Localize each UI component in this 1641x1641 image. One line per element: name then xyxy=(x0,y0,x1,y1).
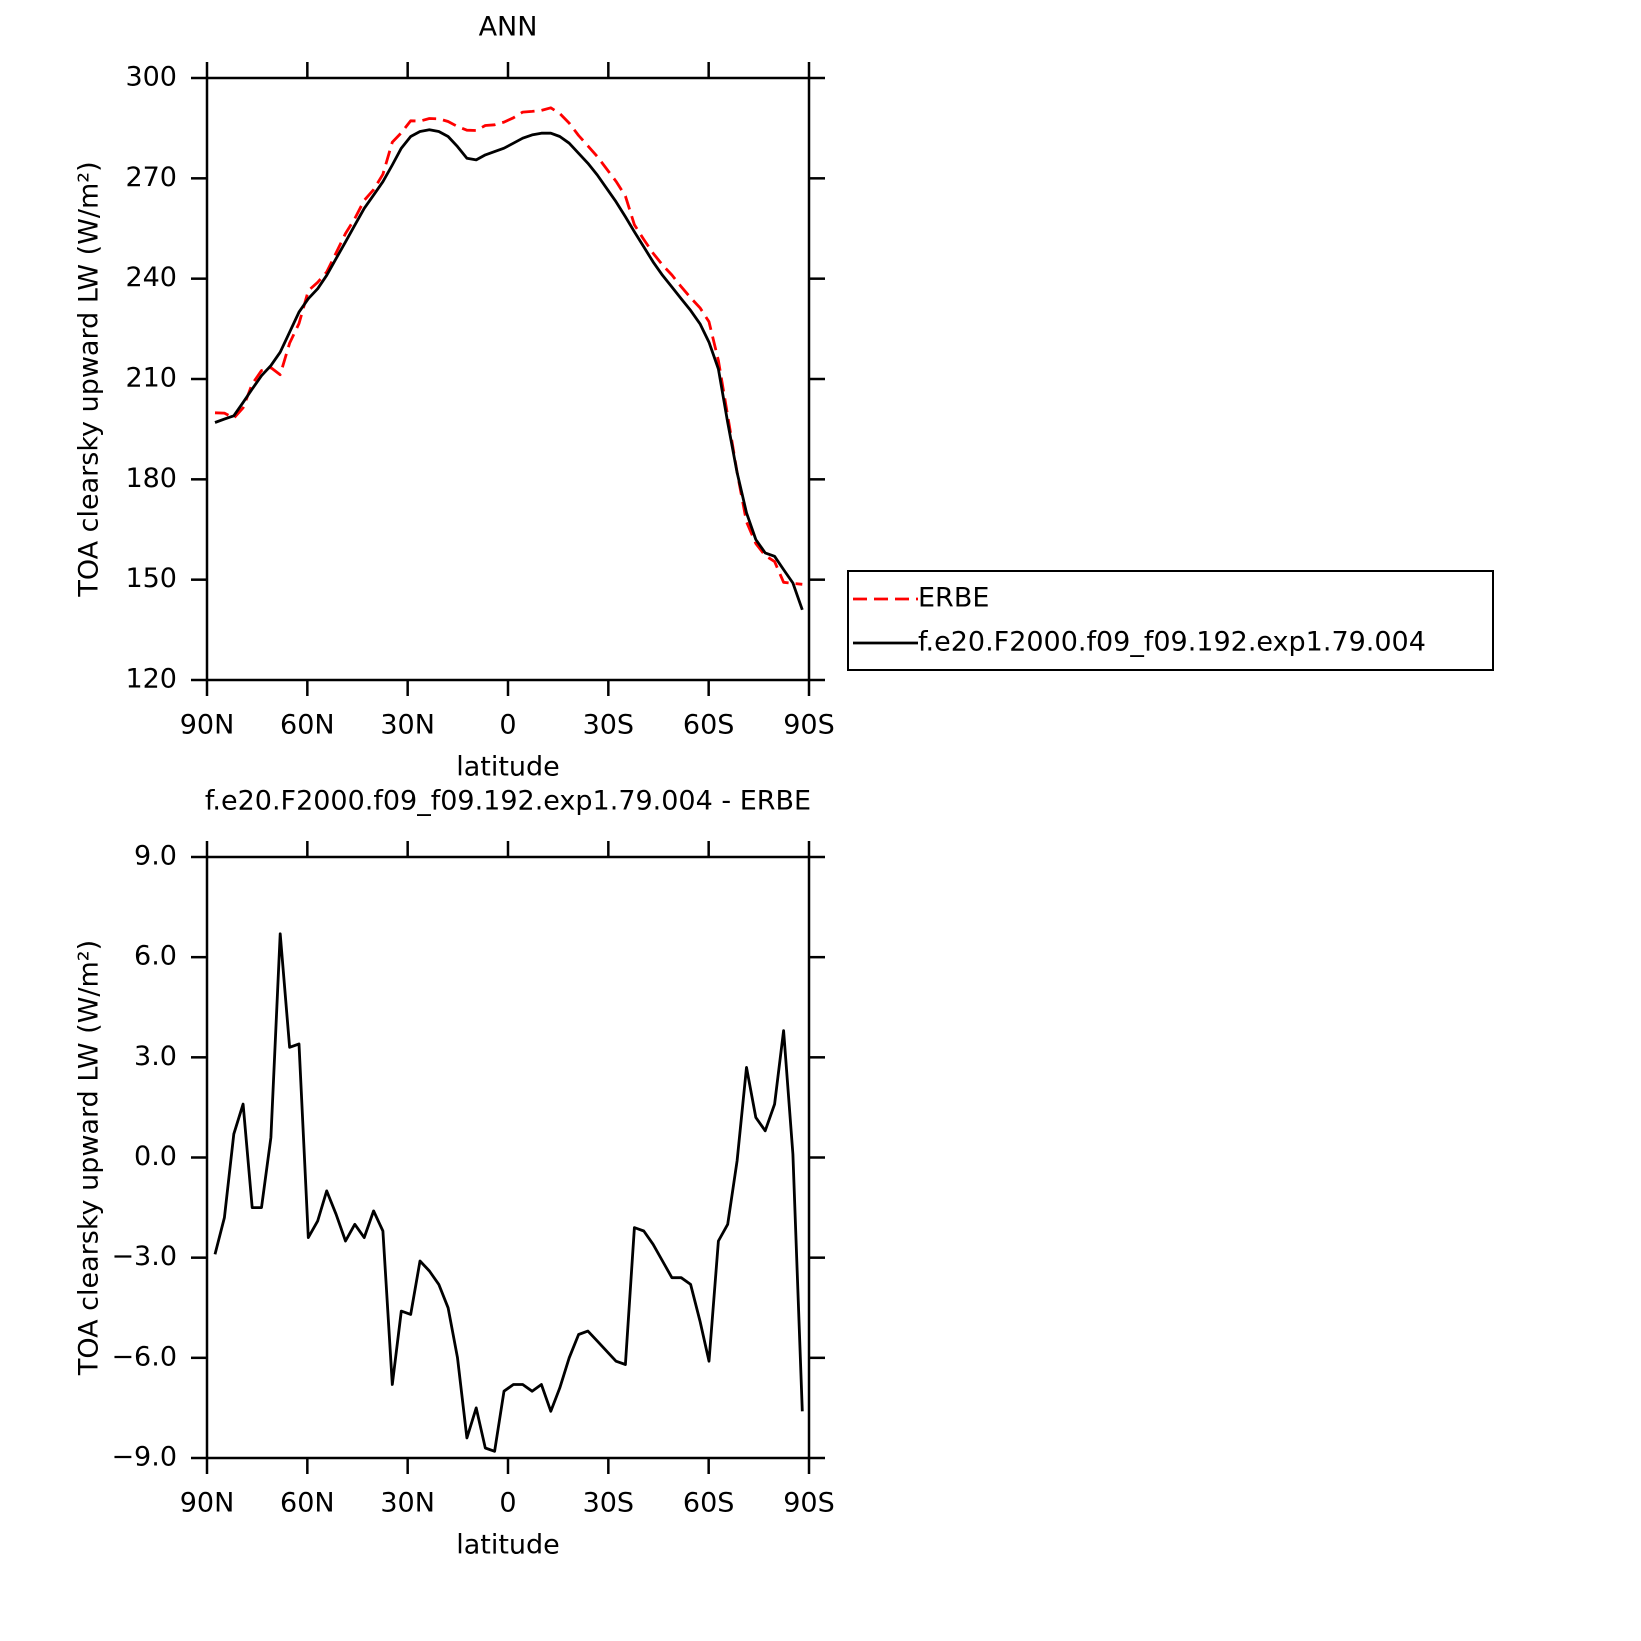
x-tick-label: 90N xyxy=(180,710,235,741)
y-tick-label: 300 xyxy=(125,62,177,93)
x-tick-label: 30N xyxy=(380,1488,435,1519)
y-tick-label: 9.0 xyxy=(134,841,177,872)
x-axis-label: latitude xyxy=(456,1530,560,1561)
y-tick-label: 180 xyxy=(125,463,177,494)
y-axis-label: TOA clearsky upward LW (W/m²) xyxy=(74,161,105,597)
y-tick-label: 120 xyxy=(125,664,177,695)
x-tick-label: 90N xyxy=(180,1488,235,1519)
y-axis-label: TOA clearsky upward LW (W/m²) xyxy=(74,940,105,1376)
x-tick-label: 60S xyxy=(683,710,735,741)
y-tick-label: −3.0 xyxy=(111,1241,177,1272)
series-line xyxy=(214,128,804,611)
x-tick-label: 90S xyxy=(783,710,835,741)
x-tick-label: 30S xyxy=(583,1488,635,1519)
x-tick-label: 90S xyxy=(783,1488,835,1519)
y-tick-label: −6.0 xyxy=(111,1341,177,1372)
x-tick-label: 60N xyxy=(280,1488,335,1519)
legend-box xyxy=(847,570,1494,671)
y-tick-label: 6.0 xyxy=(134,941,177,972)
x-tick-label: 60S xyxy=(683,1488,735,1519)
panel: f.e20.F2000.f09_f09.192.exp1.79.004 - ER… xyxy=(74,786,835,1561)
series-line xyxy=(214,106,803,586)
x-tick-label: 0 xyxy=(499,1488,516,1519)
x-tick-label: 60N xyxy=(280,710,335,741)
legend-label: f.e20.F2000.f09_f09.192.exp1.79.004 xyxy=(918,627,1426,658)
x-tick-label: 30S xyxy=(583,710,635,741)
y-tick-label: 240 xyxy=(125,262,177,293)
y-tick-label: 150 xyxy=(125,563,177,594)
y-tick-label: −9.0 xyxy=(111,1442,177,1473)
y-tick-label: 0.0 xyxy=(134,1141,177,1172)
x-tick-label: 30N xyxy=(380,710,435,741)
x-axis-label: latitude xyxy=(456,752,560,783)
y-tick-label: 270 xyxy=(125,162,177,193)
legend: ERBE f.e20.F2000.f09_f09.192.exp1.79.004 xyxy=(847,570,1494,671)
plot-frame xyxy=(205,76,811,682)
series-line xyxy=(213,932,804,1453)
chart-title: f.e20.F2000.f09_f09.192.exp1.79.004 - ER… xyxy=(205,786,811,817)
chart-title: ANN xyxy=(479,12,538,43)
legend-label: ERBE xyxy=(918,583,989,614)
x-tick-label: 0 xyxy=(499,710,516,741)
y-tick-label: 210 xyxy=(125,363,177,394)
panel: ANN 120 150 180 210 240 270 300 90N 60N 30N 0 30S 60S… xyxy=(74,12,1494,783)
plot-frame xyxy=(205,855,811,1460)
y-tick-label: 3.0 xyxy=(134,1041,177,1072)
